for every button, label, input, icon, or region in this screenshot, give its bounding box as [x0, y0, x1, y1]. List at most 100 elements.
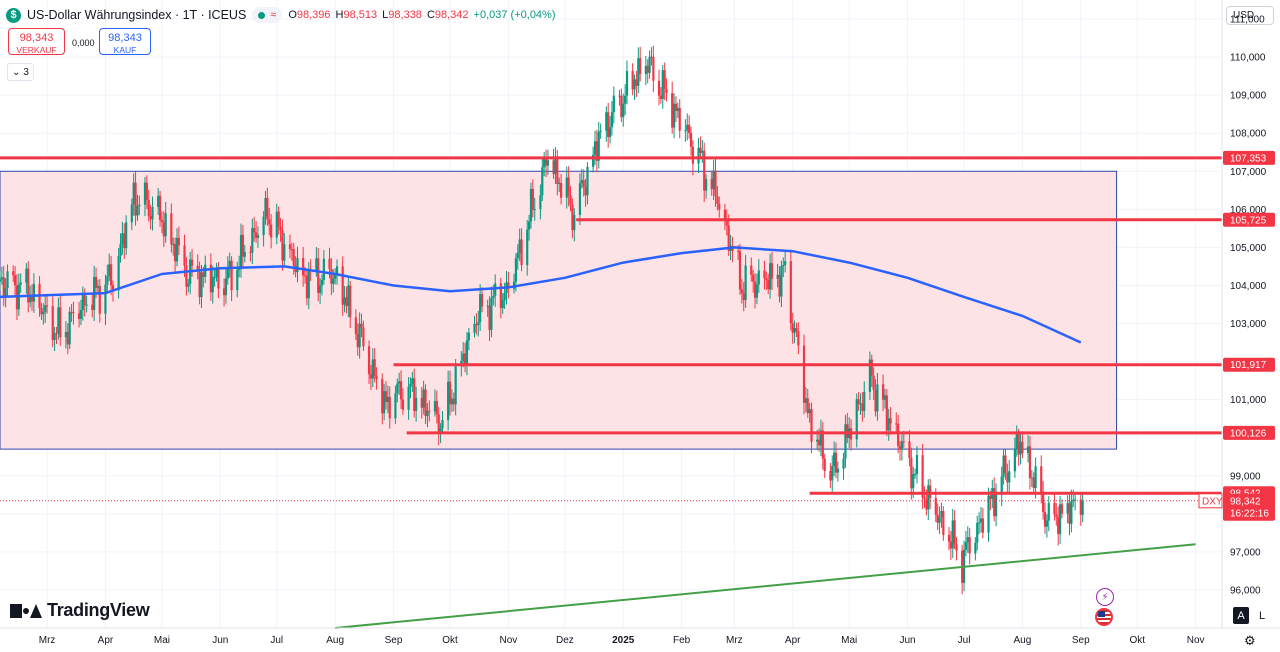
candle-body	[2, 277, 5, 297]
us-flag-icon[interactable]	[1095, 608, 1113, 626]
candle-body	[334, 274, 337, 279]
candle-body	[806, 398, 809, 414]
candle-body	[296, 257, 299, 273]
candle-body	[1074, 499, 1077, 501]
sell-price: 98,343	[19, 32, 54, 44]
candle-body	[637, 58, 640, 86]
candle-body	[454, 365, 457, 405]
candle-body	[573, 214, 576, 231]
open-value: 98,396	[296, 9, 331, 21]
currency-select[interactable]: USD	[1226, 6, 1274, 25]
candle-body	[501, 300, 504, 308]
candle-body	[448, 381, 452, 405]
candle-body	[399, 381, 403, 400]
candle-body	[132, 182, 135, 205]
candle-body	[256, 235, 260, 238]
price-tick-label: 97,000	[1230, 547, 1261, 558]
candle-body	[354, 317, 357, 335]
candle-body	[27, 268, 30, 303]
symbol-title[interactable]: US-Dollar Währungsindex · 1T · ICEUS	[27, 8, 247, 22]
candle-body	[646, 65, 649, 73]
candle-body	[1058, 504, 1062, 535]
gear-icon[interactable]: ⚙	[1244, 633, 1256, 648]
candle-body	[111, 285, 115, 291]
price-tick-label: 110,000	[1230, 53, 1266, 64]
candle-body	[921, 455, 924, 498]
candle-body	[409, 383, 412, 387]
moving-average-line	[0, 246, 1082, 344]
sell-button[interactable]: 98,343 VERKAUF	[8, 28, 65, 55]
candle-body	[539, 195, 542, 210]
candle-body	[1008, 471, 1011, 483]
candle-body	[381, 379, 384, 414]
candle-body	[710, 179, 713, 190]
candle-body	[388, 396, 391, 419]
candle-body	[816, 439, 819, 442]
candle-body	[13, 275, 17, 286]
candle-body	[104, 284, 107, 314]
candle-body	[224, 278, 228, 296]
candle-body	[32, 283, 35, 302]
candle-body	[757, 270, 760, 285]
candle-body	[819, 430, 823, 446]
candle-body	[1017, 434, 1020, 455]
candle-body	[488, 305, 491, 330]
candle-body	[396, 383, 399, 394]
candle-body	[117, 256, 120, 291]
candle-body	[831, 466, 834, 481]
candle-body	[684, 130, 687, 132]
level-price-label: 101,917	[1230, 360, 1267, 371]
candle-body	[625, 71, 629, 96]
candle-body	[356, 334, 359, 348]
candle-body	[55, 333, 58, 335]
candle-body	[624, 95, 627, 104]
candle-body	[744, 265, 747, 301]
indicators-toggle[interactable]: ⌄ 3	[7, 63, 34, 81]
candle-body	[198, 271, 201, 298]
candle-body	[650, 56, 653, 58]
candle-body	[817, 439, 821, 446]
candle-body	[810, 409, 813, 442]
candle-body	[66, 331, 69, 345]
candle-body	[618, 95, 621, 97]
candle-body	[936, 514, 939, 523]
candle-body	[143, 182, 147, 205]
time-tick-label: 2025	[612, 635, 635, 646]
candle-body	[125, 222, 128, 249]
candle-body	[349, 285, 352, 318]
candle-body	[531, 188, 534, 210]
candle-body	[473, 323, 476, 333]
candle-body	[940, 511, 943, 518]
candle-body	[222, 288, 226, 296]
buy-button[interactable]: 98,343 KAUF	[99, 28, 151, 55]
candle-body	[578, 183, 582, 215]
candle-body	[479, 294, 482, 323]
candle-body	[375, 376, 378, 380]
candle-body	[109, 264, 113, 286]
candle-body	[249, 251, 252, 253]
candle-body	[697, 147, 700, 164]
low-key: L	[382, 9, 389, 21]
candle-body	[151, 207, 154, 220]
candle-body	[44, 305, 47, 312]
candle-body	[883, 395, 887, 400]
candle-body	[1072, 499, 1075, 502]
candle-body	[241, 234, 244, 257]
auto-scale-button[interactable]: A	[1233, 607, 1249, 624]
lightning-icon[interactable]: ⚡	[1096, 588, 1114, 606]
price-tick-label: 103,000	[1230, 319, 1267, 330]
candle-body	[974, 542, 977, 554]
log-scale-button[interactable]: L	[1258, 609, 1266, 622]
candle-body	[678, 108, 681, 131]
candle-body	[1034, 466, 1037, 489]
tradingview-logo[interactable]: TradingView	[10, 600, 150, 621]
candle-body	[30, 295, 34, 302]
candle-body	[190, 259, 194, 266]
candle-body	[595, 141, 598, 161]
candle-body	[769, 263, 772, 290]
market-status[interactable]: ≈	[252, 7, 283, 23]
candle-body	[688, 124, 691, 133]
candle-body	[266, 198, 269, 220]
dollar-sign-icon[interactable]: $	[6, 7, 21, 23]
